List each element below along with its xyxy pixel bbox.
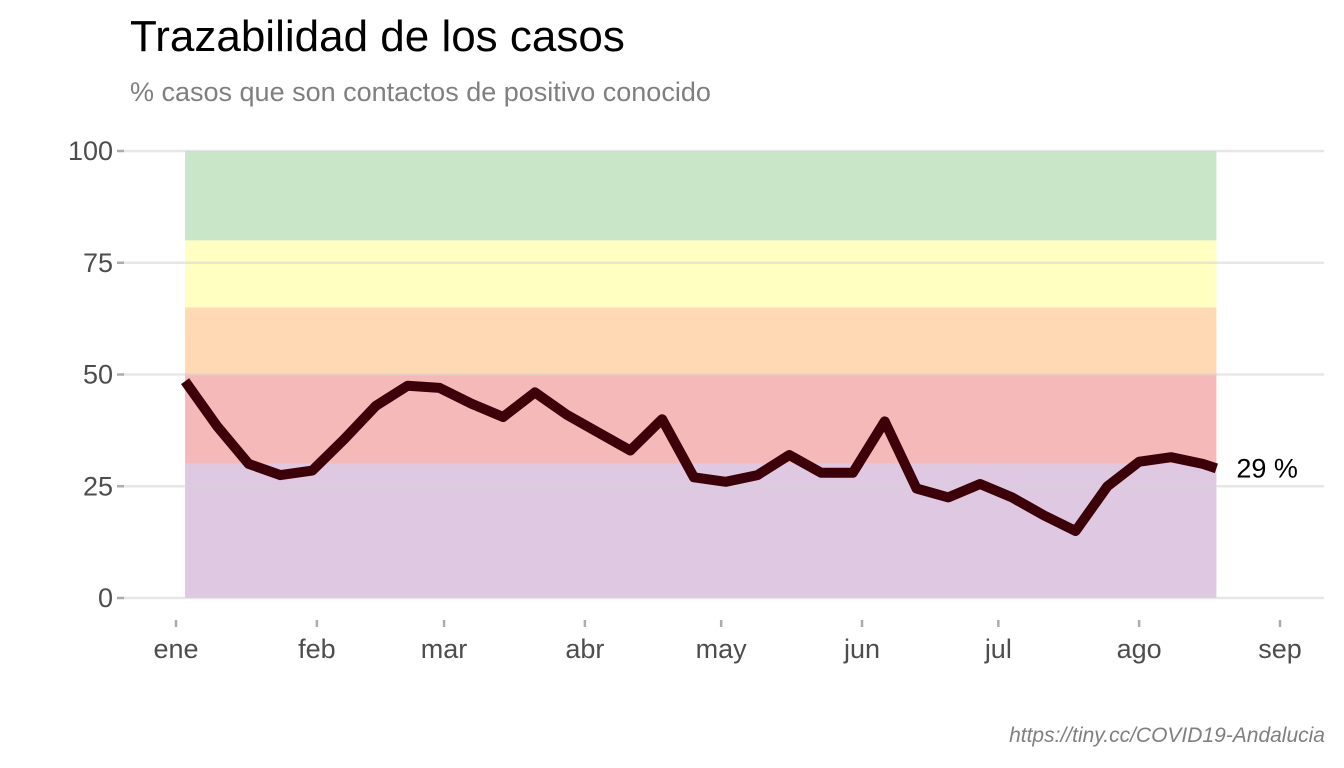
- x-tick-label-jul: jul: [984, 634, 1012, 664]
- series-line-0: [181, 378, 1218, 536]
- x-tick-label-ago: ago: [1117, 634, 1162, 664]
- end-value-label: 29 %: [1236, 453, 1298, 483]
- y-tick-label-100: 100: [68, 136, 113, 166]
- y-tick-label-75: 75: [83, 248, 113, 278]
- x-tick-label-may: may: [696, 634, 748, 664]
- band-65-80: [185, 240, 1217, 308]
- y-tick-label-50: 50: [83, 360, 113, 390]
- axis-layer: 0 25 50 75 100 ene feb mar abr may jun jul ago sep: [68, 136, 1302, 664]
- x-tick-label-feb: feb: [298, 634, 336, 664]
- x-tick-label-mar: mar: [421, 634, 468, 664]
- band-50-65: [185, 307, 1217, 375]
- grid-layer: [124, 149, 1324, 600]
- chart-caption: https://tiny.cc/COVID19-Andalucia: [1009, 724, 1325, 747]
- x-tick-label-jun: jun: [843, 634, 880, 664]
- y-tick-label-25: 25: [83, 471, 113, 501]
- x-tick-label-sep: sep: [1258, 634, 1302, 664]
- x-tick-label-ene: ene: [153, 634, 198, 664]
- band-80-100: [185, 151, 1217, 241]
- chart-subtitle: % casos que son contactos de positivo co…: [130, 77, 711, 107]
- band-0-30: [185, 463, 1217, 598]
- y-tick-label-0: 0: [98, 583, 113, 613]
- x-tick-label-abr: abr: [565, 634, 604, 664]
- chart-title: Trazabilidad de los casos: [130, 12, 625, 61]
- series-layer: 29 %: [181, 378, 1298, 536]
